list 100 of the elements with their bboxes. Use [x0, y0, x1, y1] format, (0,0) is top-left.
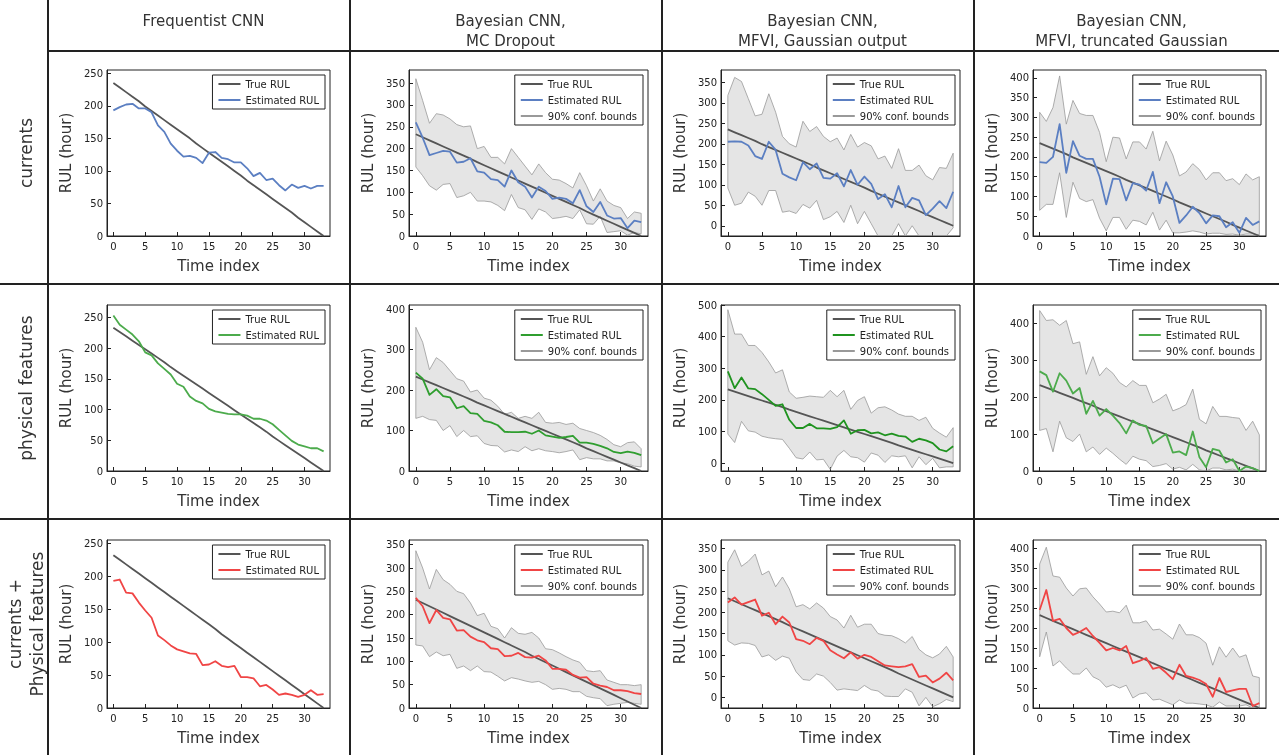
- x-tick-label: 25: [892, 240, 905, 252]
- legend-label: True RUL: [546, 548, 593, 560]
- y-tick-label: 300: [385, 562, 405, 574]
- y-tick-label: 250: [385, 121, 405, 133]
- x-tick-label: 25: [1199, 475, 1213, 487]
- x-tick-label: 5: [142, 475, 149, 487]
- line-series: [726, 128, 955, 227]
- x-axis-title: Time index: [1107, 256, 1191, 275]
- legend-label: True RUL: [244, 548, 291, 560]
- line-series: [112, 326, 325, 472]
- y-tick-label: 500: [697, 299, 717, 311]
- y-tick-label: 100: [83, 404, 103, 416]
- line-series: [112, 102, 325, 192]
- x-tick-label: 15: [1133, 475, 1146, 487]
- y-tick-label: 0: [710, 220, 717, 232]
- x-tick-label: 15: [202, 712, 216, 724]
- legend-label: Estimated RUL: [547, 564, 622, 576]
- y-tick-label: 200: [697, 394, 717, 406]
- legend-label: True RUL: [1164, 78, 1211, 90]
- y-tick-label: 0: [96, 702, 103, 714]
- y-tick-label: 400: [1009, 542, 1029, 554]
- line-series: [726, 596, 955, 684]
- x-tick-label: 15: [823, 240, 837, 252]
- y-tick-label: 150: [697, 158, 717, 170]
- y-tick-label: 300: [1009, 354, 1029, 366]
- x-tick-label: 20: [234, 475, 248, 487]
- x-tick-label: 25: [1199, 240, 1213, 252]
- x-tick-label: 10: [789, 712, 803, 724]
- x-tick-label: 25: [580, 240, 593, 252]
- x-tick-label: 20: [858, 475, 871, 487]
- x-tick-label: 15: [823, 712, 837, 724]
- y-tick-label: 0: [1022, 702, 1029, 714]
- legend-label: True RUL: [858, 548, 905, 560]
- x-tick-label: 20: [1166, 475, 1180, 487]
- legend-label: True RUL: [1164, 548, 1211, 560]
- x-tick-label: 10: [170, 712, 184, 724]
- y-tick-label: 0: [1022, 465, 1029, 477]
- x-axis-title: Time index: [176, 256, 260, 275]
- x-tick-label: 0: [724, 712, 732, 724]
- x-tick-label: 0: [110, 712, 117, 724]
- y-axis-title: RUL (hour): [358, 112, 377, 194]
- x-tick-label: 5: [758, 712, 766, 724]
- x-tick-label: 20: [858, 712, 871, 724]
- y-tick-label: 50: [1016, 682, 1029, 694]
- x-tick-label: 0: [1036, 475, 1043, 487]
- x-tick-label: 5: [142, 712, 149, 724]
- x-tick-label: 15: [202, 475, 216, 487]
- legend-label: True RUL: [1164, 313, 1211, 325]
- y-tick-label: 200: [385, 143, 405, 155]
- y-tick-label: 50: [392, 208, 405, 220]
- y-axis-title: RUL (hour): [670, 347, 689, 429]
- y-tick-label: 350: [1009, 92, 1029, 104]
- x-tick-label: 30: [926, 475, 940, 487]
- y-tick-label: 300: [1009, 582, 1029, 594]
- legend-label: Estimated RUL: [1165, 94, 1240, 106]
- y-tick-label: 300: [1009, 111, 1029, 123]
- legend-label: Estimated RUL: [245, 329, 320, 341]
- line-series: [414, 375, 643, 472]
- y-tick-label: 50: [90, 669, 103, 681]
- y-tick-label: 100: [385, 655, 405, 667]
- x-tick-label: 10: [477, 475, 491, 487]
- x-tick-label: 10: [1099, 475, 1113, 487]
- chart-title: Bayesian CNN, MFVI, truncated Gaussian: [1035, 12, 1228, 50]
- x-axis-title: Time index: [798, 491, 882, 510]
- y-tick-label: 0: [96, 230, 103, 242]
- y-axis-title: RUL (hour): [982, 347, 1001, 429]
- legend-label: True RUL: [244, 78, 291, 90]
- x-tick-label: 10: [789, 240, 803, 252]
- x-tick-label: 10: [1099, 240, 1113, 252]
- x-tick-label: 20: [1166, 712, 1180, 724]
- x-axis-title: Time index: [486, 491, 570, 510]
- x-tick-label: 20: [546, 240, 559, 252]
- x-tick-label: 30: [298, 240, 311, 252]
- x-tick-label: 5: [1069, 475, 1077, 487]
- y-tick-label: 0: [398, 702, 405, 714]
- x-tick-label: 5: [446, 240, 454, 252]
- x-axis-title: Time index: [798, 728, 882, 747]
- y-tick-label: 0: [1022, 230, 1029, 242]
- y-tick-label: 200: [697, 138, 717, 150]
- x-tick-label: 25: [266, 475, 280, 487]
- x-tick-label: 5: [142, 240, 149, 252]
- x-tick-label: 5: [1069, 240, 1077, 252]
- legend-label: Estimated RUL: [245, 94, 320, 106]
- legend-label: True RUL: [858, 78, 905, 90]
- y-tick-label: 0: [398, 465, 405, 477]
- line-series: [1038, 142, 1261, 237]
- y-tick-label: 150: [83, 132, 103, 144]
- line-series: [726, 140, 955, 216]
- x-tick-label: 15: [823, 475, 837, 487]
- x-tick-label: 0: [110, 475, 117, 487]
- x-tick-label: 10: [1099, 712, 1113, 724]
- legend-label: 90% conf. bounds: [1165, 345, 1256, 357]
- y-tick-label: 350: [385, 539, 405, 551]
- y-tick-label: 100: [697, 649, 717, 661]
- x-tick-label: 30: [614, 240, 628, 252]
- x-tick-label: 25: [580, 475, 593, 487]
- x-tick-label: 30: [298, 475, 311, 487]
- x-tick-label: 15: [1133, 240, 1146, 252]
- x-tick-label: 25: [580, 712, 593, 724]
- y-axis-title: RUL (hour): [670, 583, 689, 665]
